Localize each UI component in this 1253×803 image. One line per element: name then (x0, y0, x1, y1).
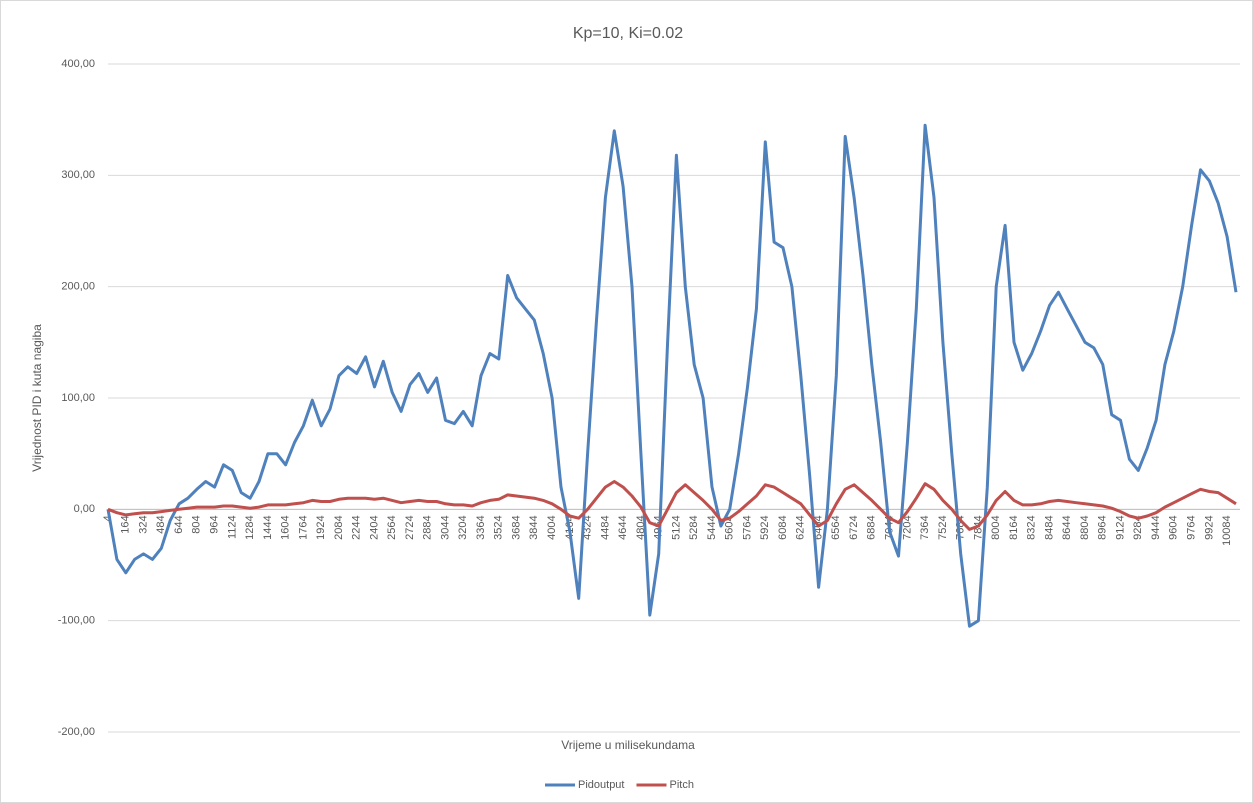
x-tick-label: 804 (191, 515, 203, 533)
x-tick-label: 644 (173, 515, 185, 533)
legend-label: Pitch (669, 779, 693, 791)
x-tick-label: 6724 (848, 515, 860, 539)
x-tick-label: 164 (120, 515, 132, 533)
x-tick-label: 3684 (510, 515, 522, 539)
y-axis-title: Vrijednost PID i kuta nagiba (30, 324, 44, 472)
series-line (107, 480, 1237, 531)
x-tick-label: 1284 (244, 515, 256, 539)
y-tick-label: 200,00 (61, 281, 95, 293)
x-tick-label: 4004 (546, 515, 558, 539)
x-tick-label: 3364 (475, 515, 487, 539)
x-tick-label: 5924 (759, 515, 771, 539)
series-line (106, 123, 1238, 628)
x-tick-label: 1924 (315, 515, 327, 539)
y-tick-label: 400,00 (61, 58, 95, 70)
x-tick-label: 8324 (1026, 515, 1038, 539)
x-tick-label: 9124 (1114, 515, 1126, 539)
x-tick-label: 2724 (404, 515, 416, 539)
x-tick-label: 1604 (280, 515, 292, 539)
x-tick-label: 4644 (617, 515, 629, 539)
x-tick-label: 1444 (262, 515, 274, 539)
y-tick-label: -200,00 (58, 726, 95, 738)
y-tick-label: -100,00 (58, 615, 95, 627)
x-tick-label: 8644 (1061, 515, 1073, 539)
x-tick-label: 6564 (830, 515, 842, 539)
x-tick-label: 3844 (528, 515, 540, 539)
x-tick-label: 8164 (1008, 515, 1020, 539)
y-tick-label: 0,00 (74, 503, 95, 515)
x-tick-label: 4484 (599, 515, 611, 539)
x-tick-label: 10084 (1221, 515, 1233, 546)
x-tick-label: 2564 (386, 515, 398, 539)
x-tick-label: 2084 (333, 515, 345, 539)
x-tick-label: 1764 (297, 515, 309, 539)
x-tick-label: 2244 (351, 515, 363, 539)
x-tick-label: 8804 (1079, 515, 1091, 539)
x-tick-label: 4 (102, 515, 114, 521)
x-tick-label: 2404 (368, 515, 380, 539)
x-tick-label: 8484 (1043, 515, 1055, 539)
x-tick-label: 5444 (706, 515, 718, 539)
y-tick-label: 300,00 (61, 169, 95, 181)
x-tick-label: 6884 (866, 515, 878, 539)
chart-title: Kp=10, Ki=0.02 (573, 25, 683, 42)
x-tick-label: 7524 (937, 515, 949, 539)
x-tick-label: 3204 (457, 515, 469, 539)
x-axis-title: Vrijeme u milisekundama (561, 738, 695, 752)
x-tick-label: 5604 (724, 515, 736, 539)
x-tick-label: 6084 (777, 515, 789, 539)
x-tick-label: 9604 (1168, 515, 1180, 539)
x-tick-label: 9444 (1150, 515, 1162, 539)
x-tick-label: 8004 (990, 515, 1002, 539)
x-tick-label: 1124 (226, 515, 238, 539)
x-tick-label: 7364 (919, 515, 931, 539)
x-tick-label: 5764 (741, 515, 753, 539)
x-tick-label: 964 (208, 515, 220, 533)
x-tick-label: 2884 (422, 515, 434, 539)
x-tick-label: 9284 (1132, 515, 1144, 539)
y-tick-label: 100,00 (61, 392, 95, 404)
x-tick-label: 5124 (670, 515, 682, 539)
x-tick-label: 3524 (493, 515, 505, 539)
x-tick-label: 8964 (1097, 515, 1109, 539)
x-tick-label: 6244 (795, 515, 807, 539)
x-tick-label: 324 (137, 515, 149, 533)
x-tick-label: 484 (155, 515, 167, 533)
x-tick-label: 9764 (1185, 515, 1197, 539)
x-tick-label: 5284 (688, 515, 700, 539)
x-tick-label: 9924 (1203, 515, 1215, 539)
legend-label: Pidoutput (578, 779, 624, 791)
x-tick-label: 7204 (901, 515, 913, 539)
x-tick-label: 3044 (439, 515, 451, 539)
